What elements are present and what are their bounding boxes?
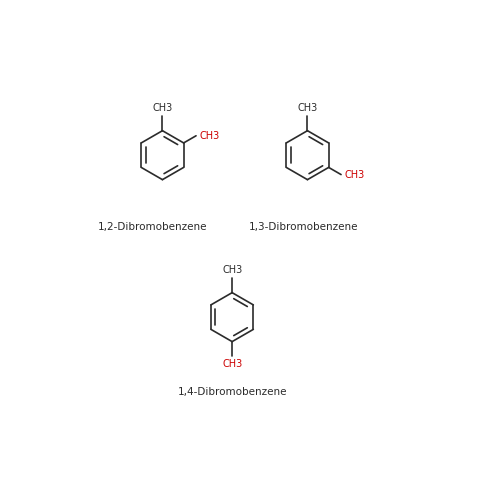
Text: CH3: CH3 xyxy=(222,265,242,275)
Text: 1,3-Dibromobenzene: 1,3-Dibromobenzene xyxy=(249,222,359,232)
Text: CH3: CH3 xyxy=(297,103,317,113)
Text: 1,4-Dibromobenzene: 1,4-Dibromobenzene xyxy=(177,388,287,397)
Text: CH3: CH3 xyxy=(344,170,364,179)
Text: 1,2-Dibromobenzene: 1,2-Dibromobenzene xyxy=(98,222,208,232)
Text: CH3: CH3 xyxy=(152,103,173,113)
Text: CH3: CH3 xyxy=(199,131,219,141)
Text: CH3: CH3 xyxy=(222,359,242,369)
